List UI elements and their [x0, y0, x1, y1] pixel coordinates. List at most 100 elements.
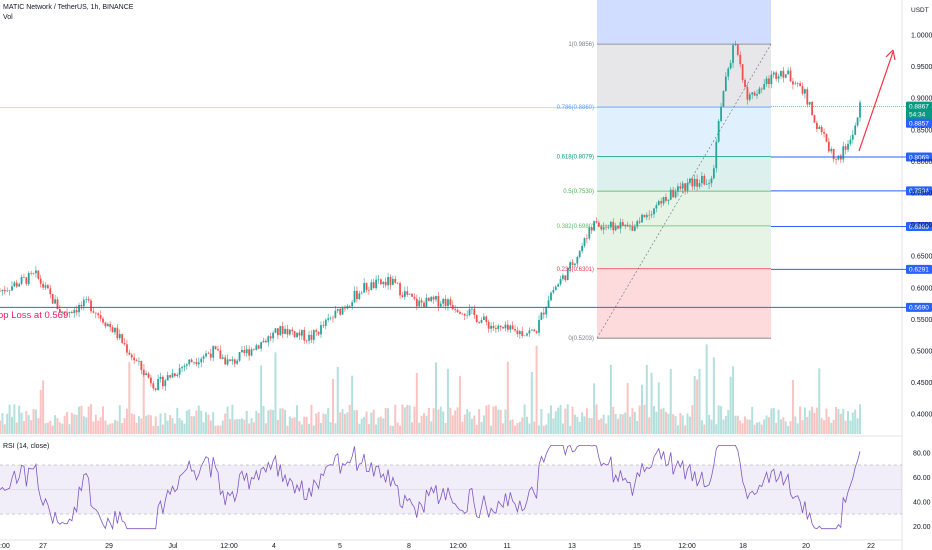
volume-bar [389, 425, 392, 434]
volume-bar [657, 382, 660, 434]
volume-bar [844, 420, 847, 434]
candle-body [849, 139, 852, 144]
candle-body [595, 221, 598, 223]
price-tick-label: 0.4000 [911, 412, 932, 419]
candle-body [82, 299, 85, 307]
symbol-title[interactable]: MATIC Network / TetherUS, 1h, BINANCE [3, 4, 134, 11]
volume-bar [741, 423, 744, 434]
volume-bar [61, 423, 64, 434]
candle-body [341, 307, 344, 315]
volume-bar [744, 416, 747, 434]
level-price-tag: 0.5690 [906, 302, 932, 312]
rsi-indicator-label[interactable]: RSI (14, close) [3, 443, 50, 450]
candle-body [13, 282, 16, 287]
candle-body [717, 121, 720, 142]
candle-body [753, 92, 756, 96]
volume-bar [700, 420, 703, 434]
candle-body [629, 226, 631, 227]
volume-bar [97, 420, 100, 434]
volume-bar [624, 412, 627, 434]
volume-bar [461, 421, 464, 434]
candle-body [394, 278, 397, 283]
fib-zone [597, 107, 771, 157]
volume-bar [533, 421, 536, 434]
volume-bar [775, 422, 778, 434]
candle-body [552, 290, 555, 293]
volume-bar [32, 409, 35, 434]
candle-body [832, 149, 835, 160]
volume-bar [463, 414, 466, 434]
volume-bar [427, 407, 430, 434]
volume-indicator-label[interactable]: Vol [3, 14, 13, 21]
candle-body [516, 330, 519, 335]
candle-body [636, 221, 639, 227]
candle-body [427, 297, 430, 302]
volume-bar [415, 373, 418, 434]
candle-body [751, 92, 754, 95]
candle-body [518, 331, 521, 335]
candle-body [777, 76, 780, 79]
volume-bar [116, 420, 119, 434]
volume-bar [276, 419, 279, 434]
candle-body [370, 282, 373, 291]
candle-body [799, 83, 802, 87]
volume-bar [252, 422, 255, 434]
candle-body [820, 126, 823, 133]
candle-body [542, 312, 545, 315]
volume-bar [298, 421, 301, 434]
candle-body [782, 70, 785, 78]
fib-level-label: 0.236(0.6301) [557, 267, 594, 273]
volume-bar [454, 410, 457, 434]
candle-body [485, 316, 488, 322]
volume-bar [142, 363, 145, 434]
volume-bar [545, 424, 548, 434]
candle-body [758, 88, 761, 95]
fib-zone [597, 44, 771, 108]
volume-bar [293, 417, 296, 434]
candle-body [293, 331, 296, 338]
volume-bar [27, 415, 30, 434]
candle-body [677, 186, 679, 192]
candle-body [624, 224, 627, 226]
candle-body [727, 68, 730, 77]
candle-body [813, 115, 816, 123]
volume-bar [205, 412, 208, 434]
volume-bar [470, 418, 473, 434]
volume-bar [149, 415, 152, 434]
volume-bar [238, 419, 241, 434]
candle-body [327, 318, 330, 320]
candle-body [356, 290, 358, 300]
volume-bar [358, 423, 361, 434]
candle-body [657, 201, 660, 206]
volume-bar [564, 408, 567, 434]
candles [0, 40, 861, 392]
time-tick-label: 4 [272, 543, 276, 550]
candle-body [51, 294, 54, 304]
candle-body [739, 54, 742, 65]
volume-bar [75, 415, 78, 434]
volume-bar [729, 376, 732, 434]
candle-body [279, 326, 282, 336]
volume-bar [794, 416, 797, 434]
volume-bar [693, 375, 696, 434]
volume-bar [502, 423, 505, 434]
candle-body [0, 290, 1, 292]
volume-bar [102, 406, 105, 434]
volume-bar [140, 418, 143, 434]
candle-body [449, 299, 452, 305]
candle-body [511, 325, 514, 330]
volume-bar [820, 418, 823, 434]
volume-bar [808, 410, 811, 434]
candle-body [696, 178, 699, 187]
candle-body [358, 293, 361, 300]
volume-bar [171, 418, 174, 434]
candle-body [593, 221, 595, 231]
candle-body [298, 332, 301, 336]
volume-bar [329, 422, 332, 434]
volume-bar [243, 419, 246, 434]
current-price-box [906, 101, 932, 120]
volume-bar [384, 407, 387, 434]
volume-bar [303, 416, 306, 434]
candle-body [92, 311, 95, 313]
